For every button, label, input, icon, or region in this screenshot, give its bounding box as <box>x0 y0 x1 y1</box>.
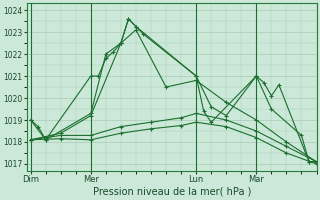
X-axis label: Pression niveau de la mer( hPa ): Pression niveau de la mer( hPa ) <box>92 187 251 197</box>
